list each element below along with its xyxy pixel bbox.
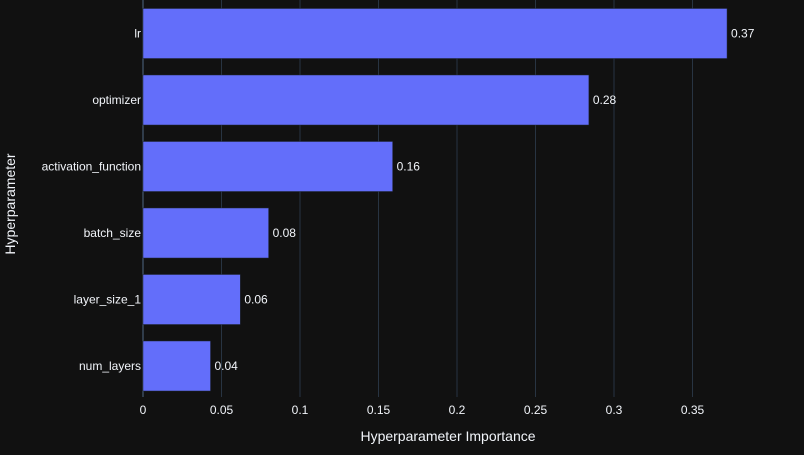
x-tick-label: 0.35	[681, 403, 705, 417]
category-label: layer_size_1	[74, 293, 142, 307]
x-tick-label: 0.25	[524, 403, 548, 417]
x-tick-label: 0.15	[367, 403, 391, 417]
x-tick-labels: 0 0.05 0.1 0.15 0.2 0.25 0.3 0.35	[140, 403, 705, 417]
category-label: activation_function	[42, 160, 141, 174]
bar	[142, 340, 211, 392]
bar	[142, 141, 393, 192]
gridlines	[142, 0, 693, 397]
x-tick-label: 0	[140, 403, 147, 417]
bar-value-label: 0.16	[397, 160, 421, 174]
x-tick-label: 0.2	[449, 403, 466, 417]
x-tick-label: 0.1	[292, 403, 309, 417]
category-label: batch_size	[84, 226, 142, 240]
x-axis-title: Hyperparameter Importance	[360, 428, 535, 444]
data-labels: 0.37 0.28 0.16 0.08 0.06 0.04	[215, 27, 755, 374]
bars	[142, 8, 728, 392]
category-label: optimizer	[92, 93, 141, 107]
category-labels: lr optimizer activation_function batch_size…	[42, 27, 142, 374]
x-tick-label: 0.05	[210, 403, 234, 417]
x-tick-label: 0.3	[606, 403, 623, 417]
bar	[142, 274, 241, 325]
bar	[142, 8, 728, 59]
bar-value-label: 0.06	[244, 293, 268, 307]
bar	[142, 74, 590, 126]
bar-value-label: 0.28	[593, 93, 617, 107]
bar-value-label: 0.08	[273, 226, 297, 240]
bar-value-label: 0.04	[215, 359, 239, 373]
y-axis-title: Hyperparameter	[2, 153, 18, 254]
bar-value-label: 0.37	[731, 27, 755, 41]
bar	[142, 207, 269, 259]
category-label: lr	[134, 27, 141, 41]
category-label: num_layers	[79, 359, 141, 373]
